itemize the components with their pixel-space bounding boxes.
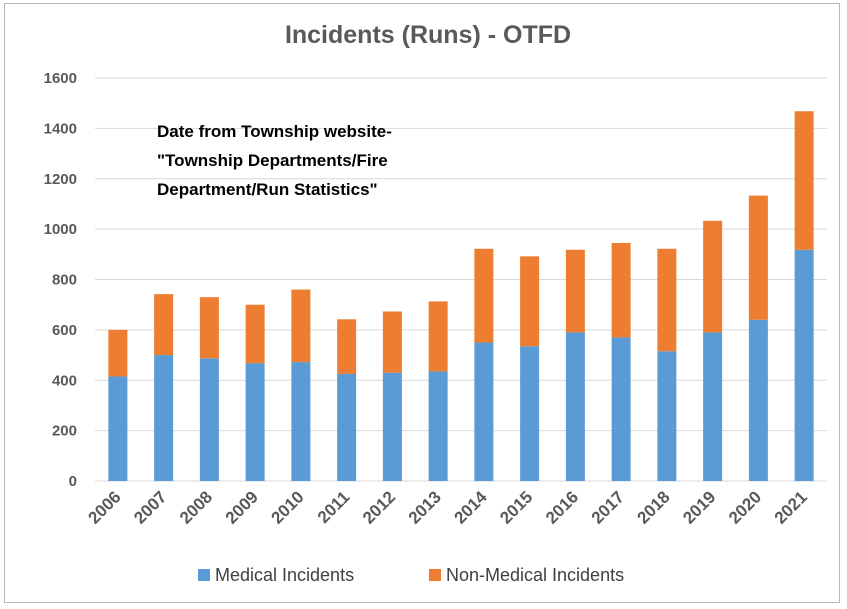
annotation-line-3: Department/Run Statistics" [157,180,378,199]
chart-svg: Incidents (Runs) - OTFD 0 200 400 600 800 100… [44,21,827,585]
x-tick-label-2013: 2013 [405,487,445,527]
bar-medical-2011 [337,373,357,481]
y-tick-label-0: 0 [69,473,77,490]
bar-medical-2013 [428,371,448,481]
legend: Medical Incidents Non-Medical Incidents [198,565,624,585]
y-axis-ticks: 0 200 400 600 800 1000 1200 1400 1600 [44,70,77,490]
y-tick-label-800: 800 [52,272,77,289]
bar-non-medical-2007 [154,294,174,356]
x-tick-label-2015: 2015 [496,487,536,527]
bar-non-medical-2009 [245,304,265,364]
bar-medical-2020 [748,319,768,481]
x-tick-label-2012: 2012 [359,487,399,527]
bar-non-medical-2012 [382,311,402,373]
x-tick-label-2016: 2016 [542,487,582,527]
x-tick-label-2010: 2010 [268,487,308,527]
bar-non-medical-2016 [565,249,585,333]
bar-medical-2007 [154,355,174,481]
annotation-line-1: Date from Township website- [157,122,392,141]
bar-medical-2021 [794,249,814,481]
bar-medical-2014 [474,342,494,481]
x-tick-label-2008: 2008 [176,487,216,527]
bar-medical-2009 [245,363,265,481]
bar-non-medical-2008 [199,297,219,359]
x-tick-label-2006: 2006 [85,487,125,527]
y-tick-label-200: 200 [52,423,77,440]
x-tick-label-2007: 2007 [130,487,170,527]
bar-non-medical-2015 [520,256,540,347]
bar-medical-2016 [565,332,585,481]
bar-non-medical-2014 [474,248,494,343]
bar-non-medical-2021 [794,111,814,250]
x-tick-label-2011: 2011 [314,487,354,527]
bar-medical-2008 [199,358,219,481]
bar-non-medical-2018 [657,248,677,352]
bar-medical-2012 [382,372,402,481]
source-annotation: Date from Township website- "Township De… [157,122,392,199]
chart-frame: Incidents (Runs) - OTFD 0 200 400 600 800 100… [4,3,840,603]
y-tick-label-1200: 1200 [44,171,77,188]
y-tick-label-1000: 1000 [44,221,77,238]
x-tick-label-2021: 2021 [771,487,811,527]
bar-non-medical-2019 [703,220,723,333]
y-tick-label-600: 600 [52,322,77,339]
x-tick-label-2019: 2019 [679,487,719,527]
legend-label-non-medical: Non-Medical Incidents [446,565,624,585]
bar-non-medical-2010 [291,289,311,363]
bar-medical-2019 [703,332,723,481]
bar-non-medical-2013 [428,301,448,372]
bar-medical-2010 [291,362,311,481]
bar-medical-2018 [657,351,677,481]
annotation-line-2: "Township Departments/Fire [157,151,388,170]
x-tick-label-2018: 2018 [634,487,674,527]
bar-medical-2015 [520,346,540,481]
bar-layer [108,111,814,481]
bar-medical-2006 [108,376,128,481]
y-tick-label-1600: 1600 [44,70,77,87]
bar-non-medical-2017 [611,242,631,338]
x-tick-label-2014: 2014 [451,487,492,528]
legend-swatch-medical [198,569,210,581]
x-tick-label-2020: 2020 [725,487,765,527]
legend-swatch-non-medical [429,569,441,581]
bar-non-medical-2020 [748,195,768,320]
bar-non-medical-2006 [108,329,128,377]
chart-title: Incidents (Runs) - OTFD [285,21,571,49]
x-axis-ticks: 2006 2007 2008 2009 2010 2011 2012 2013 2014 2015… [85,487,811,528]
legend-label-medical: Medical Incidents [215,565,354,585]
x-tick-label-2009: 2009 [222,487,262,527]
y-tick-label-1400: 1400 [44,120,77,137]
x-tick-label-2017: 2017 [588,487,628,527]
bar-non-medical-2011 [337,319,357,374]
bar-medical-2017 [611,337,631,481]
y-tick-label-400: 400 [52,372,77,389]
